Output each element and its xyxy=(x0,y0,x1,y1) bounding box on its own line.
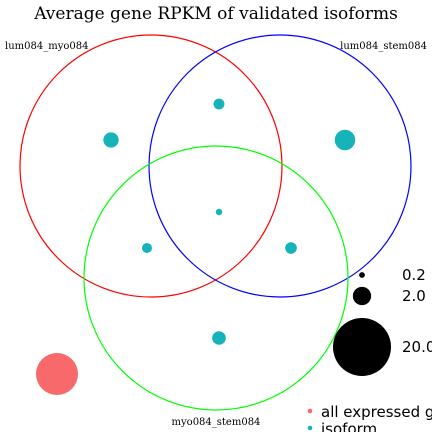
point-isoform-lum084-stem084-only xyxy=(334,129,356,151)
venn-circle-myo084-stem084 xyxy=(83,145,349,411)
size-legend-label-20.0: 20.0 xyxy=(402,338,432,356)
point-isoform-lum084-myo084-lum084-stem084 xyxy=(213,98,225,110)
point-isoform-lum084-myo084-myo084-stem084 xyxy=(141,242,153,254)
set-label-lum084-myo084: lum084_myo084 xyxy=(5,41,88,52)
color-legend-key-all-expressed-genes xyxy=(307,408,313,414)
point-isoform-lum084-myo084-only xyxy=(103,132,119,148)
color-legend-label-all-expressed-genes: all expressed genes xyxy=(321,403,432,421)
data-points xyxy=(35,98,356,396)
size-legend-label-2.0: 2.0 xyxy=(402,287,426,305)
size-legend: 0.2 2.0 20.0 xyxy=(333,266,432,376)
set-label-myo084-stem084: myo084_stem084 xyxy=(172,417,261,428)
point-isoform-myo084-stem084-only xyxy=(212,331,226,345)
set-label-lum084-stem084: lum084_stem084 xyxy=(340,41,427,52)
venn-set-labels: lum084_myo084 lum084_stem084 myo084_stem… xyxy=(5,41,427,428)
size-legend-bubble-2.0 xyxy=(352,286,372,306)
size-legend-bubble-20.0 xyxy=(333,318,391,376)
size-legend-bubble-0.2 xyxy=(359,272,365,278)
color-legend-label-isoform: isoform xyxy=(321,420,377,432)
point-isoform-lum084-stem084-myo084-stem084 xyxy=(285,242,297,254)
chart-title: Average gene RPKM of validated isoforms xyxy=(33,4,398,24)
venn-circle-lum084-stem084 xyxy=(148,34,412,298)
venn-circle-lum084-myo084 xyxy=(19,34,283,298)
point-all-expressed-genes-outside xyxy=(35,352,79,396)
point-isoform-all-three xyxy=(215,208,223,216)
venn-circles xyxy=(19,34,412,411)
color-legend: all expressed genesisoform xyxy=(307,403,432,432)
color-legend-key-isoform xyxy=(307,425,313,431)
size-legend-label-0.2: 0.2 xyxy=(402,266,426,284)
